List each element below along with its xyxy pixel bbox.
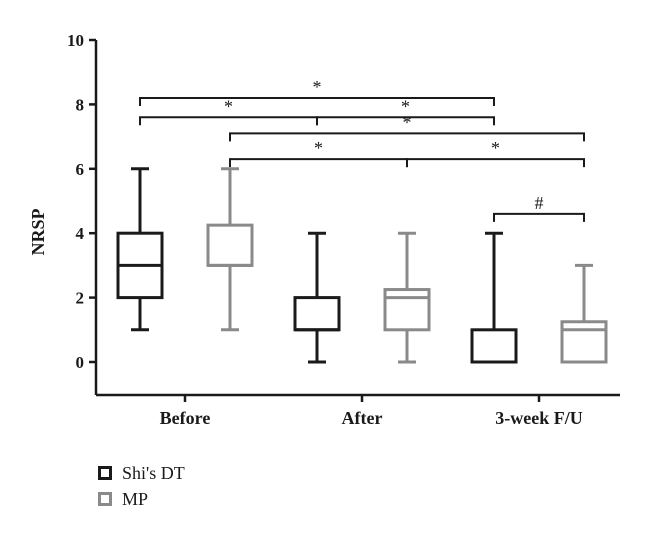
box-iqr: [206, 223, 254, 267]
y-tick-label: 8: [76, 95, 85, 114]
sig-label: *: [314, 138, 323, 158]
sig-bracket-line: [493, 212, 585, 222]
sig-bracket: *: [229, 138, 408, 168]
sig-bracket-line: [139, 96, 495, 106]
box-1-2: [560, 263, 608, 364]
box-0-1: [293, 231, 341, 364]
box-0-0: [116, 167, 164, 332]
x-category-label: Before: [160, 408, 211, 428]
box-1-0: [206, 167, 254, 332]
box-iqr: [293, 296, 341, 332]
y-axis-title: NRSP: [28, 208, 48, 255]
legend-swatch-mp: [98, 492, 112, 506]
sig-bracket: *: [406, 138, 585, 168]
legend-label-mp: MP: [122, 488, 149, 509]
legend-item-shis-dt: Shi's DT: [98, 460, 185, 486]
sig-label: *: [491, 138, 500, 158]
sig-label: #: [535, 193, 544, 213]
box-0-2: [470, 231, 518, 364]
sig-label: *: [401, 96, 410, 116]
legend-swatch-shis-dt: [98, 466, 112, 480]
y-tick-label: 10: [67, 31, 84, 50]
legend: Shi's DT MP: [98, 460, 185, 512]
box-iqr: [470, 328, 518, 364]
sig-label: *: [403, 112, 412, 132]
y-tick-label: 4: [76, 224, 85, 243]
sig-label: *: [313, 77, 322, 97]
sig-bracket: *: [139, 77, 495, 106]
y-tick-label: 2: [76, 289, 85, 308]
y-tick-label: 6: [76, 160, 85, 179]
box-1-1: [383, 231, 431, 364]
legend-label-shis-dt: Shi's DT: [122, 462, 185, 483]
box-iqr: [560, 320, 608, 364]
legend-item-mp: MP: [98, 486, 185, 512]
sig-bracket: *: [229, 112, 585, 142]
x-category-label: After: [342, 408, 383, 428]
sig-bracket: *: [139, 96, 318, 126]
sig-bracket-line: [316, 116, 495, 126]
significance-brackets: ** *** *#: [139, 77, 585, 222]
sig-label: *: [224, 96, 233, 116]
sig-bracket-line: [229, 158, 408, 168]
x-category-label: 3-week F/U: [495, 408, 582, 428]
y-tick-label: 0: [76, 353, 85, 372]
sig-bracket-line: [406, 158, 585, 168]
box-iqr: [383, 288, 431, 332]
sig-bracket-line: [139, 116, 318, 126]
axes: 0 2 4 6 8 10 Before After 3-week F/U: [67, 31, 620, 428]
sig-bracket-line: [229, 132, 585, 142]
sig-bracket: *: [316, 96, 495, 126]
box-plots: [116, 167, 608, 364]
sig-bracket: #: [493, 193, 585, 222]
